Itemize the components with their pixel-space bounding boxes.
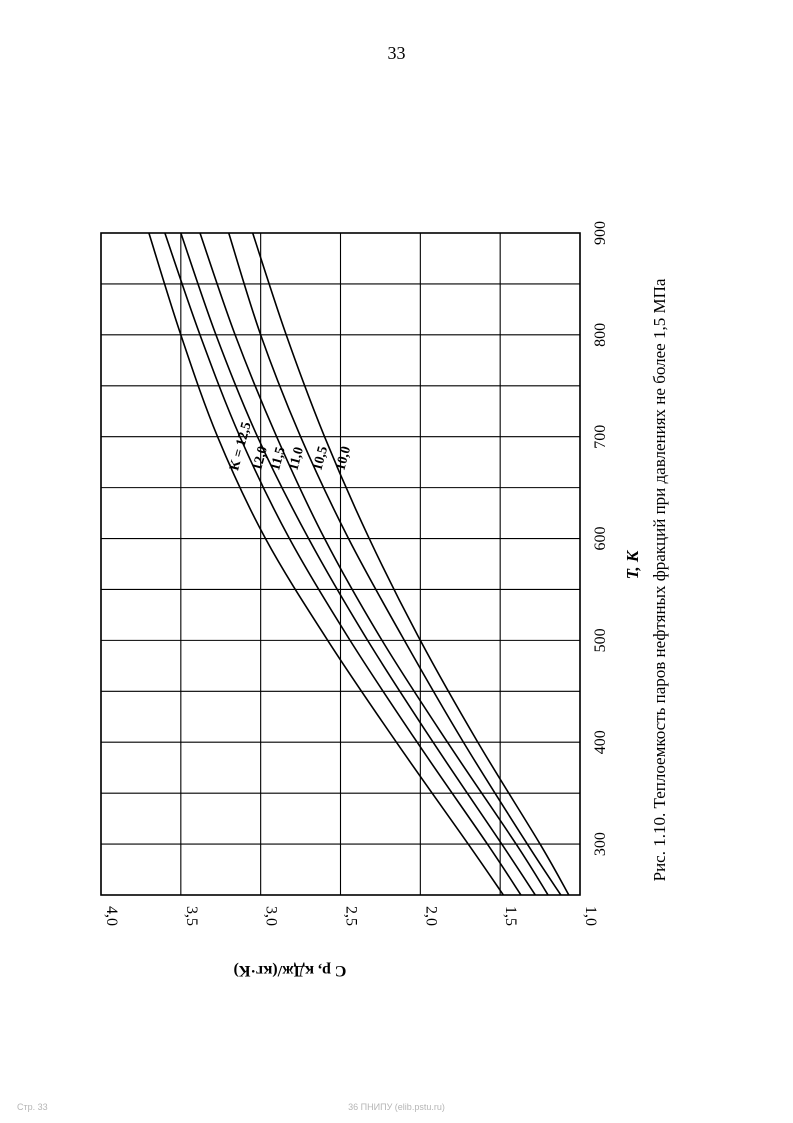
series-label: 10,0 <box>333 445 354 473</box>
series-line <box>180 232 536 896</box>
x-tick-label: 800 <box>592 323 609 347</box>
x-tick-label: 900 <box>592 221 609 245</box>
x-tick-label: 600 <box>592 527 609 551</box>
y-tick-label: 2,5 <box>343 906 360 926</box>
chart-title: Рис. 1.10. Теплоемкость паров нефтяных ф… <box>650 278 669 881</box>
series-label: 12,0 <box>250 445 271 473</box>
series-line <box>227 232 562 896</box>
y-tick-label: 1,5 <box>502 906 519 926</box>
chart-curve-labels: К = 12,512,011,511,0 10,5 10,0 <box>227 420 354 472</box>
x-tick-label: 300 <box>592 832 609 856</box>
chart-curves <box>148 232 570 896</box>
y-tick-label: 4,0 <box>103 906 120 926</box>
y-tick-label: 3,5 <box>183 906 200 926</box>
series-line <box>199 232 549 896</box>
x-tick-label: 500 <box>592 628 609 652</box>
series-line <box>148 232 505 896</box>
y-tick-label: 3,0 <box>263 906 280 926</box>
x-tick-label: 700 <box>592 425 609 449</box>
series-label: 10,5 <box>310 445 331 473</box>
y-tick-label: 2,0 <box>422 906 439 926</box>
x-axis-label: T, К <box>623 549 642 579</box>
y-tick-label: 1,0 <box>582 906 599 926</box>
chart-tick-labels: 300 400 500 600 700 800 900 1,0 1,5 2,0 2,5 3,0 3,5 4… <box>103 221 609 926</box>
footer-page-label: Стр. 33 <box>17 1102 48 1112</box>
series-label: 11,0 <box>286 445 307 472</box>
page-number: 33 <box>387 43 406 63</box>
chart-grid <box>100 232 581 896</box>
y-axis-label: C p, кДж/(кг·К) <box>234 962 347 979</box>
series-line <box>251 232 570 896</box>
series-line <box>164 232 522 896</box>
series-label: 11,5 <box>268 445 289 472</box>
x-tick-label: 400 <box>592 730 609 754</box>
footer-source: 36 ПНИПУ (elib.pstu.ru) <box>348 1102 445 1112</box>
